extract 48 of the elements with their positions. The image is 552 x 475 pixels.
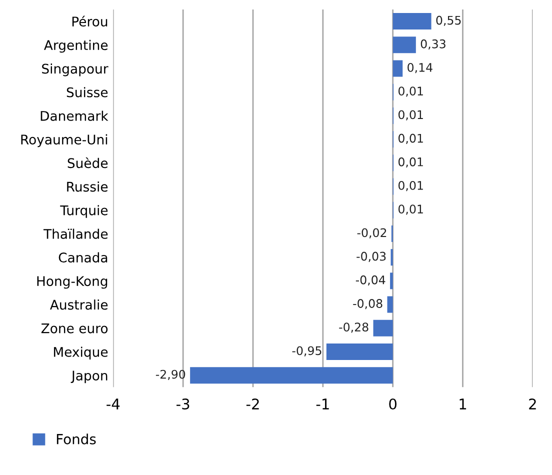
data-label: 0,01 bbox=[398, 157, 423, 168]
x-tick-label: -3 bbox=[176, 398, 190, 410]
y-tick-label: Canada bbox=[58, 252, 108, 263]
y-tick-label: Singapour bbox=[42, 63, 108, 76]
data-label: -0,04 bbox=[356, 275, 386, 286]
bar bbox=[373, 320, 393, 336]
data-label: -0,08 bbox=[353, 299, 382, 310]
data-label: 0,01 bbox=[398, 181, 423, 192]
data-label: -0,95 bbox=[292, 346, 322, 356]
data-label: -0,02 bbox=[357, 228, 386, 238]
y-tick-label: Mexique bbox=[54, 346, 108, 360]
y-tick-label: Royaume-Uni bbox=[21, 134, 108, 148]
data-label: 0,01 bbox=[398, 204, 423, 215]
data-label: -0,28 bbox=[339, 322, 368, 333]
x-tick-label: 0 bbox=[389, 398, 397, 410]
x-tick-label: -4 bbox=[106, 398, 120, 410]
bar bbox=[390, 272, 393, 290]
y-tick-label: Danemark bbox=[40, 110, 108, 121]
y-tick-label: Suisse bbox=[66, 87, 108, 98]
bar bbox=[190, 367, 393, 384]
data-label: 0,14 bbox=[408, 63, 432, 74]
bar bbox=[392, 60, 403, 77]
y-tick-label: Japon bbox=[70, 370, 108, 384]
data-label: 0,33 bbox=[420, 39, 446, 50]
data-label: 0,01 bbox=[398, 86, 423, 97]
y-tick-label: Pérou bbox=[72, 16, 108, 26]
y-tick-label: Australie bbox=[50, 300, 108, 310]
data-label: -0,03 bbox=[356, 252, 386, 262]
bar bbox=[392, 13, 432, 30]
data-label: 0,55 bbox=[436, 16, 461, 26]
y-tick-label: Zone euro bbox=[41, 324, 108, 334]
data-label: 0,01 bbox=[398, 134, 423, 144]
y-tick-label: Suède bbox=[68, 157, 108, 168]
x-tick-label: 2 bbox=[529, 398, 536, 410]
y-tick-label: Turquie bbox=[60, 205, 108, 218]
bar bbox=[392, 36, 416, 54]
x-tick-label: -1 bbox=[316, 398, 329, 410]
y-tick-label: Russie bbox=[67, 182, 108, 192]
x-tick-label: -2 bbox=[246, 398, 259, 410]
data-label: 0,01 bbox=[398, 110, 423, 120]
y-tick-label: Thaïlande bbox=[43, 228, 108, 239]
y-tick-label: Argentine bbox=[44, 40, 108, 53]
data-label: -2,90 bbox=[156, 370, 186, 380]
x-tick-label: 1 bbox=[460, 398, 466, 410]
legend-label: Fonds bbox=[56, 434, 96, 444]
y-tick-label: Hong-Kong bbox=[37, 276, 108, 289]
bar bbox=[326, 343, 393, 360]
bar bbox=[387, 296, 393, 313]
